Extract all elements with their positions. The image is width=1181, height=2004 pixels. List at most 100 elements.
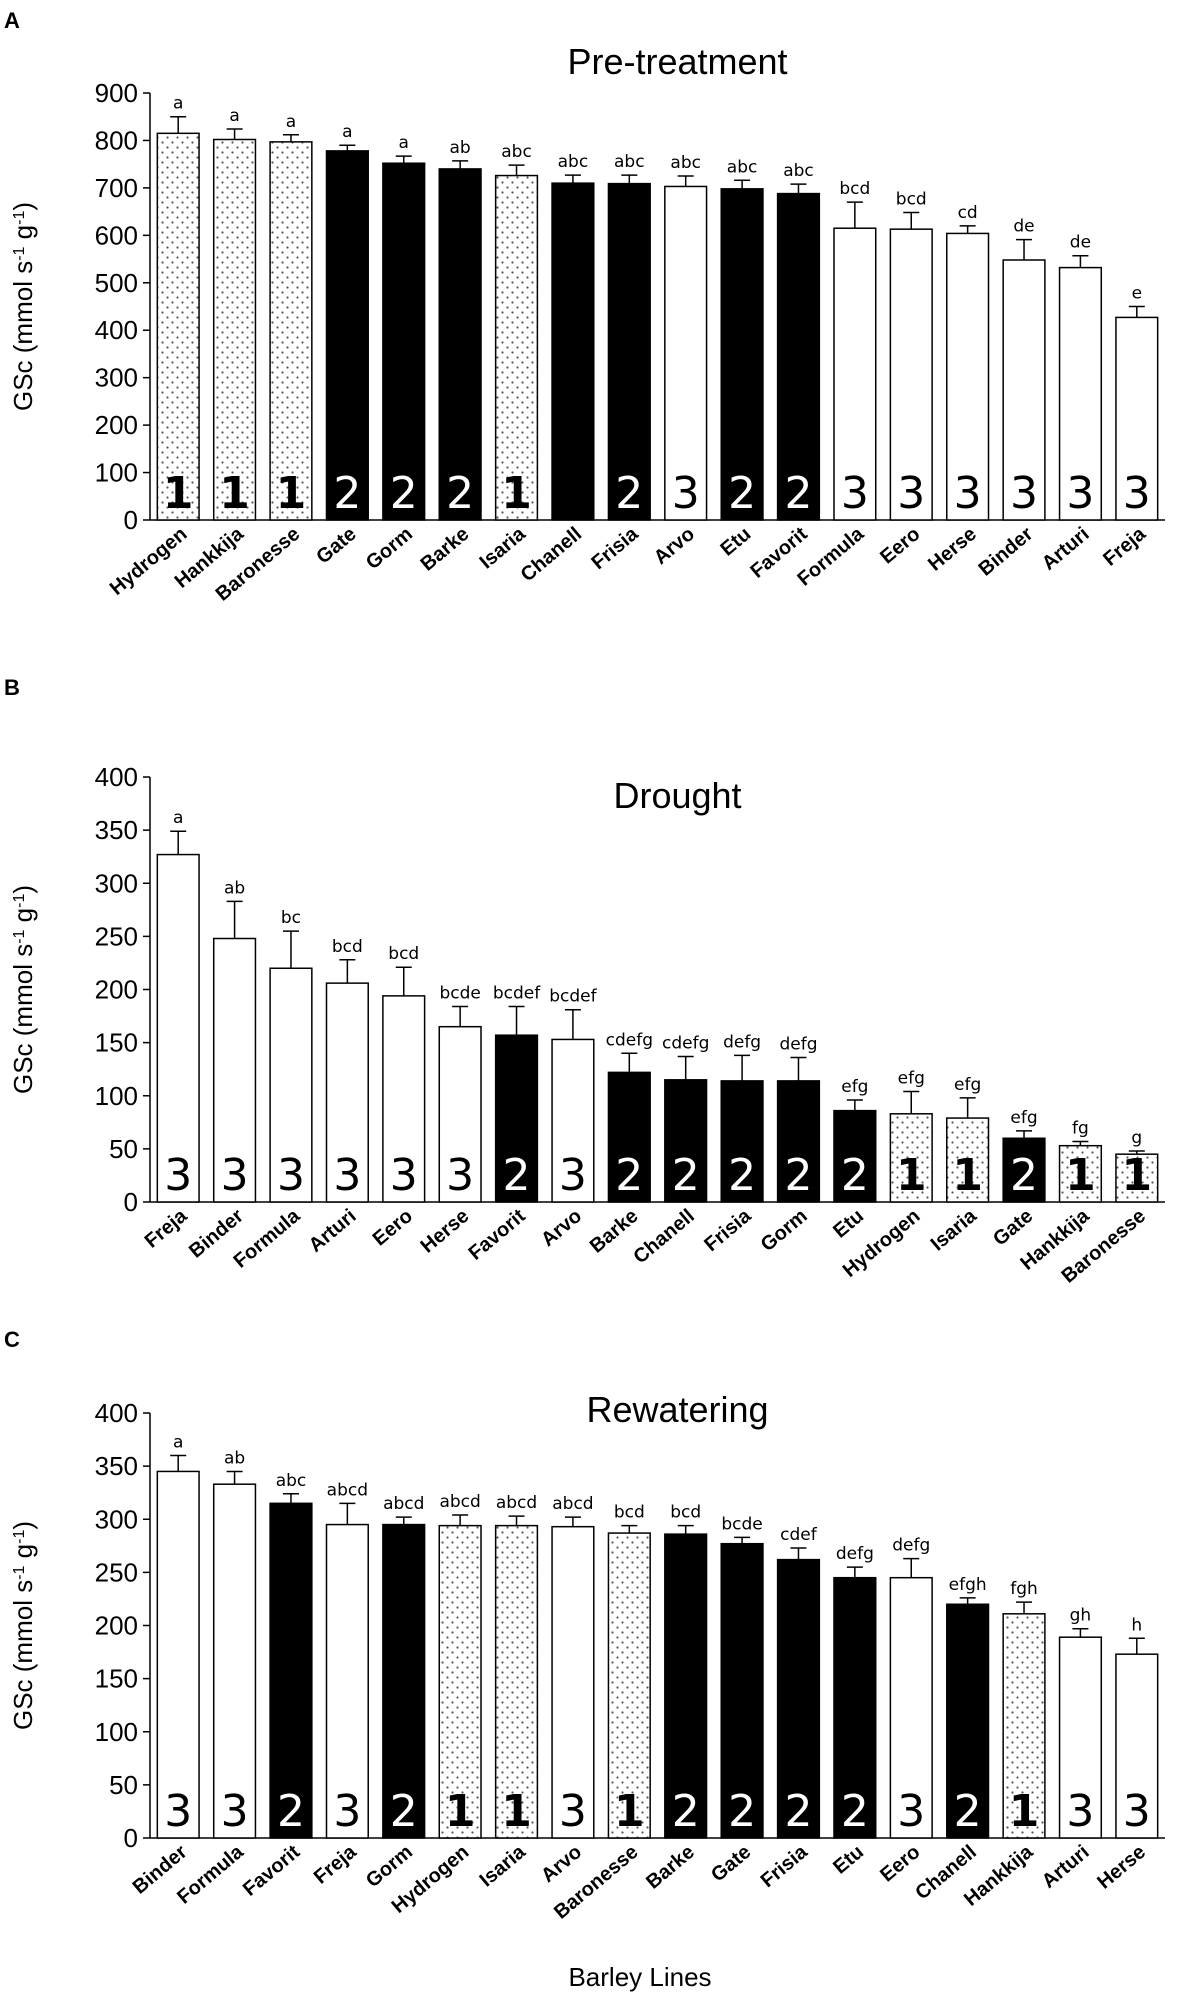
y-tick-label: 100 bbox=[95, 1717, 138, 1747]
group-number: 1 bbox=[501, 468, 532, 519]
x-tick-label: Isaria bbox=[927, 1204, 982, 1255]
group-number: 3 bbox=[333, 1150, 361, 1201]
significance-letter: defg bbox=[723, 1032, 761, 1052]
y-tick-label: 100 bbox=[95, 1081, 138, 1111]
bar-isaria bbox=[494, 174, 539, 521]
group-number: 3 bbox=[1010, 468, 1038, 519]
bar-arturi bbox=[325, 982, 369, 1203]
group-number: 1 bbox=[276, 468, 307, 519]
group-number: 3 bbox=[559, 1786, 587, 1837]
panel-b-letter: B bbox=[4, 675, 20, 700]
y-tick-label: 0 bbox=[124, 1823, 138, 1853]
y-axis-label-part: GSc (mmol s bbox=[8, 944, 38, 1094]
x-axis-label: Barley Lines bbox=[568, 1962, 711, 1992]
x-tick-label: Barke bbox=[417, 523, 474, 576]
significance-letter: defg bbox=[836, 1544, 874, 1564]
y-axis-label-part: ) bbox=[8, 1521, 38, 1530]
x-tick-label: Arturi bbox=[1038, 523, 1094, 575]
significance-letter: de bbox=[1070, 233, 1091, 253]
y-tick-label: 400 bbox=[95, 1398, 138, 1428]
group-number: 3 bbox=[221, 1150, 249, 1201]
group-number: 3 bbox=[559, 1150, 587, 1201]
bar-baronesse bbox=[269, 141, 313, 521]
y-axis-label-part: g bbox=[8, 908, 38, 930]
bar-freja bbox=[156, 853, 200, 1203]
bar-binder bbox=[156, 1470, 200, 1839]
x-tick-label: Isaria bbox=[476, 1840, 531, 1891]
group-number: 3 bbox=[446, 1150, 474, 1201]
x-tick-label: Gorm bbox=[362, 523, 417, 574]
significance-letter: efg bbox=[1010, 1108, 1037, 1128]
group-number: 1 bbox=[1009, 1786, 1040, 1837]
bar-hankkija bbox=[1002, 1613, 1046, 1839]
bar-hydrogen bbox=[156, 132, 200, 521]
significance-letter: ab bbox=[224, 1448, 245, 1468]
significance-letter: a bbox=[173, 1433, 183, 1453]
significance-letter: bc bbox=[281, 908, 301, 928]
group-number: 2 bbox=[615, 1150, 643, 1201]
bar-hankkija bbox=[212, 138, 257, 521]
bar-hydrogen bbox=[438, 1524, 482, 1839]
y-axis-label-sup: -1 bbox=[11, 1530, 28, 1544]
significance-letter: abcd bbox=[439, 1492, 480, 1512]
group-number: 3 bbox=[390, 1150, 418, 1201]
group-number: 2 bbox=[784, 1786, 812, 1837]
bar-hankkija bbox=[1058, 1144, 1103, 1203]
x-tick-label: Frisia bbox=[588, 522, 644, 574]
significance-letter: abc bbox=[727, 157, 758, 177]
y-axis-label-part: GSc (mmol s bbox=[8, 261, 38, 411]
significance-letter: bcdef bbox=[493, 984, 541, 1004]
bar-isaria bbox=[946, 1117, 990, 1203]
y-tick-label: 350 bbox=[95, 1451, 138, 1481]
group-number: 2 bbox=[784, 468, 812, 519]
bar-formula bbox=[212, 1483, 257, 1839]
significance-letter: cd bbox=[958, 203, 978, 223]
significance-letter: a bbox=[286, 112, 296, 132]
y-axis-label-sup: -1 bbox=[11, 1565, 28, 1579]
group-number: 1 bbox=[163, 468, 194, 519]
panel-c-letter: C bbox=[4, 1327, 20, 1352]
y-tick-label: 600 bbox=[95, 220, 138, 250]
group-number: 2 bbox=[615, 468, 643, 519]
significance-letter: de bbox=[1013, 217, 1034, 237]
group-number: 3 bbox=[333, 1786, 361, 1837]
group-number: 2 bbox=[333, 468, 361, 519]
y-axis-label-sup: -1 bbox=[11, 929, 28, 943]
y-axis-label-sup: -1 bbox=[11, 894, 28, 908]
significance-letter: cdefg bbox=[606, 1030, 653, 1050]
bar-baronesse bbox=[1115, 1153, 1159, 1203]
x-tick-label: Eero bbox=[876, 1841, 924, 1886]
bar-eero bbox=[889, 228, 933, 521]
y-axis-label-part: ) bbox=[8, 202, 38, 211]
group-number: 3 bbox=[897, 468, 925, 519]
bar-frisia bbox=[720, 1080, 764, 1203]
group-number: 3 bbox=[1066, 1786, 1094, 1837]
y-tick-label: 700 bbox=[95, 173, 138, 203]
group-number: 1 bbox=[896, 1150, 927, 1201]
panel-c-rewatering: C Rewatering 0 50 100 150 200 250 300 350 400 GSc … bbox=[4, 1327, 1165, 1924]
bar-arturi bbox=[1058, 266, 1103, 521]
x-tick-label: Favorit bbox=[465, 1205, 530, 1265]
x-tick-label: Chanell bbox=[629, 1205, 698, 1268]
group-number: 2 bbox=[672, 1150, 700, 1201]
y-tick-label: 400 bbox=[95, 315, 138, 345]
group-number: 2 bbox=[841, 1786, 869, 1837]
x-tick-label: Gate bbox=[989, 1205, 1037, 1250]
bar-binder bbox=[1002, 259, 1046, 521]
bar-gorm bbox=[382, 162, 426, 521]
panel-title: Pre-treatment bbox=[567, 41, 787, 82]
panel-title: Rewatering bbox=[586, 1389, 768, 1430]
group-number: 3 bbox=[1123, 1786, 1151, 1837]
y-tick-label: 50 bbox=[109, 1770, 138, 1800]
group-number: 2 bbox=[390, 1786, 418, 1837]
panel-a-pre-treatment: A Pre-treatment 0 100 200 300 400 500 600 700 800… bbox=[4, 8, 1165, 606]
bar-favorit bbox=[776, 192, 821, 521]
significance-letter: bcd bbox=[896, 190, 927, 210]
bar-etu bbox=[720, 188, 764, 521]
group-number: 2 bbox=[446, 468, 474, 519]
significance-letter: g bbox=[1131, 1128, 1142, 1148]
bar-barke bbox=[607, 1071, 651, 1203]
y-tick-label: 300 bbox=[95, 1504, 138, 1534]
group-number: 3 bbox=[672, 468, 700, 519]
